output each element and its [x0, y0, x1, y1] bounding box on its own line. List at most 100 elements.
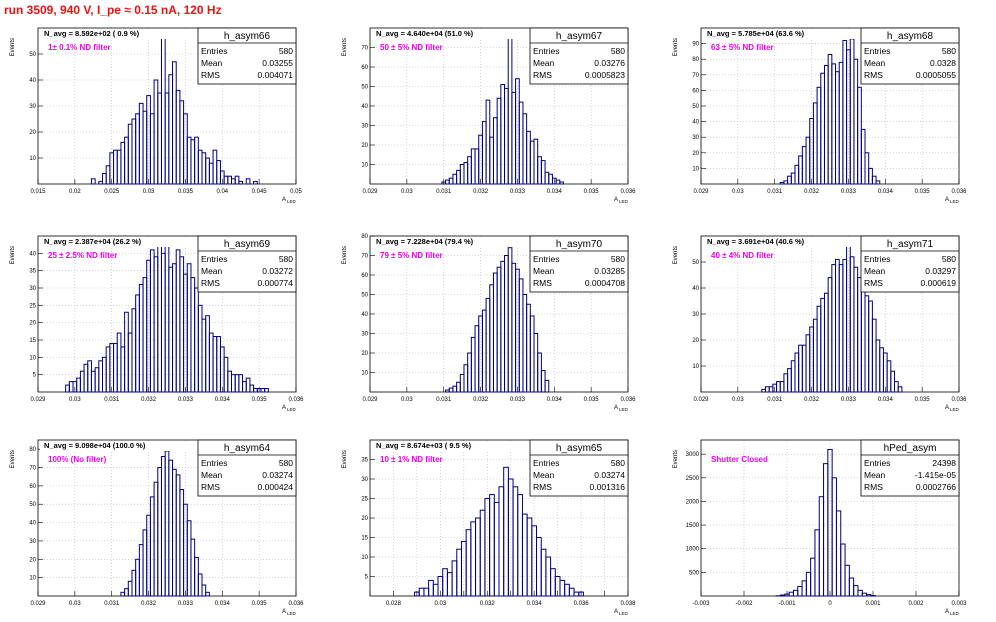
- y-tick-label: 30: [361, 124, 368, 130]
- histogram-name: h_asym69: [224, 239, 271, 250]
- histogram-bin: [779, 381, 785, 393]
- histogram-bin: [227, 175, 232, 185]
- x-tick-label: 0.015: [30, 189, 46, 195]
- histogram-bin: [149, 113, 155, 185]
- stats-label-rms: RMS: [533, 70, 552, 80]
- navg-box: [703, 29, 863, 39]
- stats-value-rms: 0.004071: [258, 70, 294, 80]
- x-axis-title-subscript: LED: [619, 199, 629, 204]
- histogram-bin: [197, 573, 203, 597]
- histogram-bin: [459, 373, 465, 393]
- histogram-bin: [160, 35, 166, 185]
- histogram-bin: [507, 247, 513, 393]
- histogram-bin: [98, 360, 103, 393]
- histogram-bin: [864, 295, 870, 393]
- stats-label-mean: Mean: [864, 470, 886, 480]
- histogram-bin: [831, 477, 837, 597]
- histogram-bin: [517, 494, 523, 597]
- stats-box-frame: [529, 27, 629, 85]
- histogram-bin: [868, 300, 873, 393]
- stats-box: h_asym68 Entries 580 Mean 0.0328 RMS 0.0005055: [860, 27, 960, 85]
- histogram-bin: [124, 588, 129, 597]
- x-tick-label: 0.035: [915, 397, 931, 403]
- histogram-bin: [194, 556, 199, 597]
- histogram-panel-h_asym65: 0.028 0.03 0.032 0.034 0.036 0.038 5 10 15 20 25 30…: [342, 439, 636, 616]
- navg-box: [40, 237, 200, 247]
- stats-value-entries: 580: [611, 254, 625, 264]
- stats-value-entries: 580: [611, 458, 625, 468]
- stats-box: h_asym64 Entries 580 Mean 0.03274 RMS 0.000424: [197, 439, 297, 497]
- y-tick-label: 15: [29, 338, 36, 344]
- x-tick-label: 0.034: [547, 397, 563, 403]
- histogram-bin: [172, 468, 177, 597]
- x-tick-label: 0.029: [30, 397, 46, 403]
- y-axis-title: Events: [673, 450, 679, 468]
- y-tick-label: 70: [692, 73, 699, 79]
- histogram-bin: [823, 463, 829, 597]
- x-tick-label: 0.031: [767, 189, 783, 195]
- histogram-bin: [489, 136, 494, 185]
- histogram-bin: [801, 344, 807, 393]
- histogram-bin: [544, 171, 550, 185]
- histogram-bin: [131, 569, 137, 597]
- x-tick-label: 0.033: [510, 397, 526, 403]
- stats-value-rms: 0.0002766: [916, 482, 956, 492]
- stats-value-mean: 0.0328: [930, 58, 956, 68]
- stats-box: h_asym65 Entries 580 Mean 0.03274 RMS 0.001316: [529, 439, 629, 497]
- navg-box: [703, 237, 863, 247]
- histogram-bin: [779, 181, 785, 185]
- histogram-bin: [518, 278, 524, 393]
- histogram-bin: [780, 594, 786, 597]
- histogram-bin: [503, 466, 509, 597]
- histogram-bin: [127, 580, 133, 597]
- histogram-bin: [810, 557, 816, 597]
- histogram-bin: [521, 513, 528, 597]
- histogram-bin: [164, 450, 170, 597]
- histogram-bin: [79, 370, 85, 393]
- x-axis-title: A: [614, 197, 618, 203]
- histogram-bin: [463, 364, 469, 393]
- x-tick-label: 0.028: [386, 601, 402, 607]
- histogram-bin: [463, 162, 469, 185]
- histogram-bin: [445, 179, 450, 185]
- histogram-bin: [186, 136, 192, 185]
- histogram-bin: [496, 266, 502, 393]
- histogram-bin: [216, 160, 221, 185]
- stats-value-entries: 24398: [932, 458, 956, 468]
- histogram-bin: [838, 61, 844, 185]
- histogram-bin: [197, 149, 203, 185]
- x-axis-title-subscript: LED: [287, 199, 297, 204]
- histogram-bin: [234, 374, 240, 393]
- filter-annotation: 1± 0.1% ND filter: [48, 43, 111, 52]
- y-tick-label: 50: [692, 260, 699, 266]
- histogram-bin: [253, 180, 258, 185]
- histogram-bin: [861, 592, 868, 597]
- histogram-bin: [418, 587, 425, 597]
- x-tick-label: 0.036: [620, 189, 636, 195]
- histogram-bin: [498, 486, 505, 597]
- histogram-bin: [142, 110, 148, 185]
- histogram-bin: [179, 256, 185, 393]
- histogram-bin: [116, 332, 122, 393]
- navg-label: N_avg = 7.228e+04 (79.4 %): [376, 237, 474, 246]
- histogram-bin: [216, 336, 221, 393]
- x-tick-label: 0.036: [288, 601, 304, 607]
- x-axis-title: A: [282, 197, 286, 203]
- histogram-bin: [559, 579, 566, 597]
- y-tick-label: 30: [361, 332, 368, 338]
- y-tick-label: 1000: [686, 547, 700, 553]
- x-tick-label: 0.033: [510, 189, 526, 195]
- histogram-bin: [451, 560, 458, 597]
- stats-label-entries: Entries: [533, 46, 559, 56]
- histogram-bin: [238, 374, 244, 393]
- histogram-bin: [201, 318, 207, 393]
- x-tick-label: 0.034: [878, 189, 894, 195]
- histogram-name: hPed_asym: [884, 443, 937, 454]
- y-tick-label: 500: [689, 570, 700, 576]
- histogram-bin: [448, 177, 454, 185]
- x-tick-label: 0.036: [951, 189, 967, 195]
- x-tick-label: 0.034: [547, 189, 563, 195]
- y-tick-label: 10: [29, 355, 36, 361]
- stats-box-frame: [529, 235, 629, 293]
- histogram-bin: [474, 325, 480, 393]
